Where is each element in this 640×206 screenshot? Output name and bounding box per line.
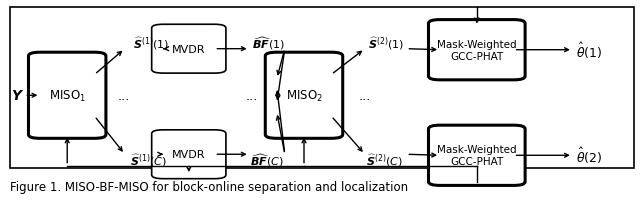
Text: $\boldsymbol{Y}$: $\boldsymbol{Y}$	[12, 89, 24, 103]
FancyBboxPatch shape	[265, 53, 343, 139]
Text: ...: ...	[358, 89, 371, 102]
Text: Figure 1. MISO-BF-MISO for block-online separation and localization: Figure 1. MISO-BF-MISO for block-online …	[10, 180, 408, 193]
Text: ...: ...	[245, 89, 258, 102]
Text: Mask-Weighted
GCC-PHAT: Mask-Weighted GCC-PHAT	[437, 40, 516, 61]
Text: $\widehat{\boldsymbol{S}}^{(2)}(1)$: $\widehat{\boldsymbol{S}}^{(2)}(1)$	[368, 35, 404, 52]
Text: ...: ...	[117, 89, 130, 102]
Text: $\hat{\theta}(2)$: $\hat{\theta}(2)$	[576, 146, 602, 165]
Text: $\widehat{\boldsymbol{BF}}(1)$: $\widehat{\boldsymbol{BF}}(1)$	[252, 35, 284, 52]
FancyBboxPatch shape	[10, 8, 634, 168]
FancyBboxPatch shape	[429, 125, 525, 185]
Text: $\widehat{\boldsymbol{S}}^{(2)}(C)$: $\widehat{\boldsymbol{S}}^{(2)}(C)$	[366, 152, 403, 169]
FancyBboxPatch shape	[429, 21, 525, 81]
Text: MISO$_2$: MISO$_2$	[285, 88, 323, 103]
Text: $\widehat{\boldsymbol{S}}^{(1)}(C)$: $\widehat{\boldsymbol{S}}^{(1)}(C)$	[130, 152, 167, 169]
Text: Mask-Weighted
GCC-PHAT: Mask-Weighted GCC-PHAT	[437, 145, 516, 166]
Text: MVDR: MVDR	[172, 44, 205, 54]
FancyBboxPatch shape	[152, 130, 226, 179]
Text: MISO$_1$: MISO$_1$	[49, 88, 86, 103]
FancyBboxPatch shape	[152, 25, 226, 74]
Text: $\hat{\theta}(1)$: $\hat{\theta}(1)$	[576, 41, 602, 60]
Text: $\widehat{\boldsymbol{S}}^{(1)}(1)$: $\widehat{\boldsymbol{S}}^{(1)}(1)$	[133, 35, 170, 52]
Text: MVDR: MVDR	[172, 150, 205, 159]
Text: $\widehat{\boldsymbol{BF}}(C)$: $\widehat{\boldsymbol{BF}}(C)$	[250, 152, 284, 169]
FancyBboxPatch shape	[28, 53, 106, 139]
